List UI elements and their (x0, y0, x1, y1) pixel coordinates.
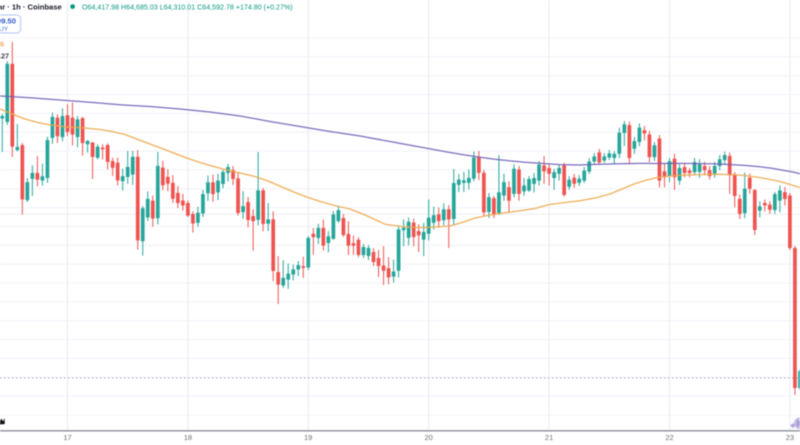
svg-text:66: 66 (0, 40, 4, 49)
svg-text:UY: UY (0, 26, 9, 33)
svg-text:17: 17 (63, 433, 71, 442)
svg-text:19: 19 (304, 433, 312, 442)
svg-text:18: 18 (184, 433, 192, 442)
svg-text:.27: .27 (0, 52, 9, 61)
svg-text:23: 23 (786, 433, 794, 442)
svg-text:99.50: 99.50 (0, 17, 16, 26)
svg-text:O64,417.98 H64,685.03 L64,310.: O64,417.98 H64,685.03 L64,310.01 C64,592… (82, 4, 293, 12)
svg-text:20: 20 (425, 433, 433, 442)
svg-text:21: 21 (545, 433, 553, 442)
svg-text:22: 22 (665, 433, 673, 442)
svg-text:ar · 1h · Coinbase: ar · 1h · Coinbase (0, 3, 62, 12)
